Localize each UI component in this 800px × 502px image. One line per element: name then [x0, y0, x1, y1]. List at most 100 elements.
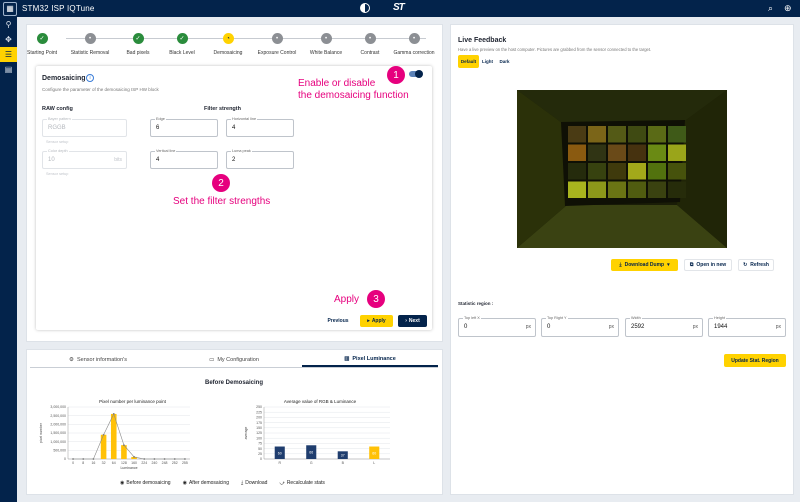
edge-field[interactable]: Edge 6: [150, 117, 218, 137]
y-tick-label: 1,000,000: [50, 440, 66, 444]
after-demosaicing-button[interactable]: ◉ After demosaicing: [183, 480, 229, 486]
theme-toggle-icon[interactable]: [360, 3, 370, 13]
play-icon: ▸: [367, 318, 370, 324]
tune-icon[interactable]: ☰: [0, 47, 17, 62]
apply-button[interactable]: ▸ Apply: [360, 315, 393, 327]
download-button[interactable]: ⤓ Download: [241, 480, 267, 486]
horizontal-line-label: Horizontal line: [231, 117, 258, 121]
height-label: Height: [713, 316, 726, 320]
next-button[interactable]: › Next: [398, 315, 427, 327]
color-patch: [628, 144, 646, 161]
caret-down-icon: ▾: [667, 262, 670, 268]
vertical-line-label: Vertical line: [155, 149, 177, 153]
step-4[interactable]: ◔ Demosaicing: [198, 33, 258, 56]
search-icon[interactable]: ⌕: [768, 3, 774, 13]
gear-icon: ⚙: [69, 357, 74, 363]
open-in-new-label: Open in new: [696, 262, 727, 268]
y-tick-label: 500,000: [53, 449, 66, 453]
bar-value-label: 60: [372, 451, 376, 455]
top-right-y-field[interactable]: Top Right Y 0 px: [541, 316, 619, 337]
chart-actions: ◉ Before demosaicing ◉ After demosaicing ⤓…: [120, 480, 325, 486]
y-tick-label: 2,500,000: [50, 414, 66, 418]
network-icon[interactable]: ⚲: [5, 20, 12, 29]
bg-dark-button[interactable]: Dark: [499, 59, 510, 64]
top-left-x-field[interactable]: Top left X 0 px: [458, 316, 536, 337]
current-step-icon: ◔: [222, 33, 234, 44]
tab-my-configuration-label: My Configuration: [217, 357, 259, 363]
x-tick-label: 32: [102, 461, 106, 465]
move-icon[interactable]: ✥: [5, 35, 12, 44]
width-unit: px: [692, 324, 698, 330]
step-3[interactable]: ✓ Black Level: [152, 33, 212, 56]
demosaicing-toggle[interactable]: [409, 70, 423, 78]
annotation-badge-3: 3: [367, 290, 385, 308]
bar-R: [274, 446, 285, 459]
raw-config-title: RAW config: [42, 106, 73, 112]
step-7[interactable]: • Contrast: [340, 33, 400, 56]
document-icon[interactable]: ▤: [4, 65, 13, 74]
x-tick-label: 8: [82, 461, 84, 465]
open-in-new-button[interactable]: ⧉ Open in new: [684, 259, 732, 271]
bayer-help: Sensor setup: [46, 140, 69, 144]
before-demosaicing-button[interactable]: ◉ Before demosaicing: [120, 480, 171, 486]
step-label: Black Level: [169, 50, 195, 56]
app-logo-icon: ▦: [3, 1, 17, 16]
line-point: [72, 458, 74, 460]
step-8[interactable]: • Gamma correction: [384, 33, 444, 56]
step-connector: [66, 38, 426, 39]
luma-peak-field[interactable]: Luma peak 2: [226, 149, 294, 169]
bar-L: [369, 446, 380, 459]
depth-help: Sensor setup: [46, 172, 69, 176]
step-6[interactable]: • White Balance: [296, 33, 356, 56]
card-title: Demosaicing: [42, 75, 86, 82]
x-tick-label: G: [310, 461, 313, 465]
luma-peak-value: 2: [232, 157, 236, 163]
width-field[interactable]: Width 2592 px: [625, 316, 703, 337]
color-patch: [608, 126, 626, 143]
step-2[interactable]: ✓ Bad pixels: [108, 33, 168, 56]
check-icon: ✓: [176, 33, 188, 44]
x-tick-label: 128: [121, 461, 127, 465]
bg-default-button[interactable]: Default: [458, 55, 479, 68]
tab-my-configuration[interactable]: ▭ My Configuration: [166, 353, 302, 367]
trend-icon: ⤻: [279, 480, 285, 486]
bar-chart-icon: ▥: [344, 356, 350, 362]
update-stat-region-button[interactable]: Update Stat. Region: [724, 354, 786, 367]
x-axis-label: Luminance: [120, 466, 137, 470]
step-5[interactable]: • Exposure Control: [247, 33, 307, 56]
download-dump-button[interactable]: ⤓ Download Dump ▾: [611, 259, 678, 271]
height-field[interactable]: Height 1944 px: [708, 316, 786, 337]
step-label: Statistic Removal: [70, 50, 110, 56]
horizontal-line-field[interactable]: Horizontal line 4: [226, 117, 294, 137]
bayer-pattern-value: RGGB: [48, 125, 66, 131]
color-depth-field: Color depth 10 bits: [42, 149, 127, 169]
step-label: Contrast: [360, 50, 380, 56]
background-tabs: Default Light Dark: [458, 55, 513, 68]
tab-pixel-luminance[interactable]: ▥ Pixel Luminance: [302, 353, 438, 367]
bar-B: [337, 451, 348, 459]
previous-button[interactable]: Previous: [327, 318, 349, 324]
color-patch: [608, 163, 626, 180]
annotation-text-2: Set the filter strengths: [173, 196, 271, 207]
download-icon: ⤓: [240, 480, 244, 486]
vertical-line-field[interactable]: Vertical line 4: [150, 149, 218, 169]
refresh-button[interactable]: ↻ Refresh: [738, 259, 774, 271]
step-label: Exposure Control: [257, 50, 297, 56]
edge-value: 6: [156, 125, 160, 131]
recalculate-label: Recalculate stats: [286, 480, 325, 486]
annotation-badge-1: 1: [387, 66, 405, 84]
color-depth-unit: bits: [114, 157, 122, 163]
bayer-pattern-field: Bayer pattern RGGB: [42, 117, 127, 137]
recalculate-button[interactable]: ⤻ Recalculate stats: [279, 480, 324, 486]
color-patch: [608, 144, 626, 161]
info-icon[interactable]: i: [86, 74, 94, 82]
histogram-title: Pixel number per luminance point: [99, 399, 166, 404]
color-patch: [628, 163, 646, 180]
step-1[interactable]: • Statistic Removal: [60, 33, 120, 56]
step-0[interactable]: ✓ Starting Point: [12, 33, 72, 56]
globe-icon[interactable]: ⊕: [784, 3, 792, 13]
x-tick-label: 224: [141, 461, 147, 465]
tab-sensor-information[interactable]: ⚙ Sensor information's: [30, 353, 166, 367]
bg-light-button[interactable]: Light: [482, 59, 493, 64]
side-nav: ⚲ ✥ ☰ ▤: [0, 17, 17, 502]
